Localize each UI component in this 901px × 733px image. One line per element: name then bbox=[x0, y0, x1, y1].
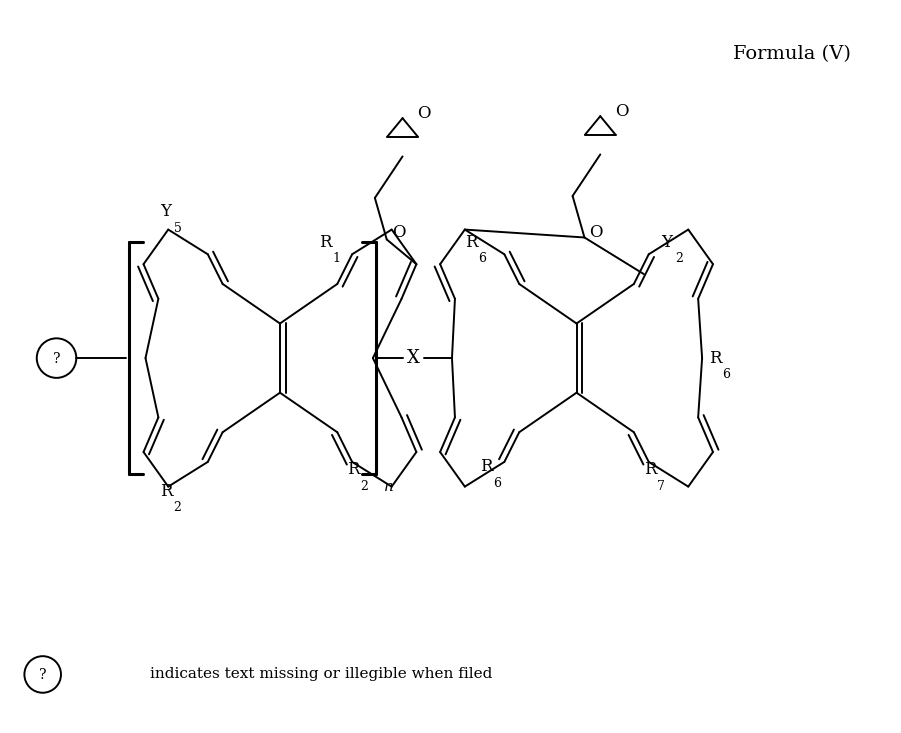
Text: R: R bbox=[644, 461, 656, 479]
Text: 2: 2 bbox=[675, 252, 683, 265]
Text: Y: Y bbox=[160, 203, 171, 221]
Text: O: O bbox=[417, 105, 431, 122]
Text: 5: 5 bbox=[174, 221, 182, 235]
Text: R: R bbox=[479, 458, 492, 475]
Text: 6: 6 bbox=[493, 476, 501, 490]
Text: R: R bbox=[160, 483, 173, 500]
Text: indicates text missing or illegible when filed: indicates text missing or illegible when… bbox=[150, 668, 493, 682]
Text: ?: ? bbox=[53, 352, 60, 366]
Text: 6: 6 bbox=[723, 368, 731, 381]
Text: Formula (V): Formula (V) bbox=[733, 45, 851, 63]
Text: O: O bbox=[589, 224, 603, 241]
Text: R: R bbox=[465, 234, 478, 251]
Text: ?: ? bbox=[39, 668, 47, 682]
Text: 7: 7 bbox=[657, 479, 665, 493]
Text: 2: 2 bbox=[174, 501, 182, 515]
Text: 6: 6 bbox=[478, 252, 487, 265]
Text: 2: 2 bbox=[360, 479, 369, 493]
Text: R: R bbox=[347, 461, 359, 479]
Text: R: R bbox=[320, 234, 332, 251]
Text: O: O bbox=[392, 224, 405, 241]
Text: n: n bbox=[384, 479, 394, 494]
Text: X: X bbox=[407, 349, 420, 367]
Text: Y: Y bbox=[661, 234, 672, 251]
Text: O: O bbox=[615, 103, 629, 119]
Text: 1: 1 bbox=[332, 252, 341, 265]
Text: R: R bbox=[709, 350, 722, 366]
